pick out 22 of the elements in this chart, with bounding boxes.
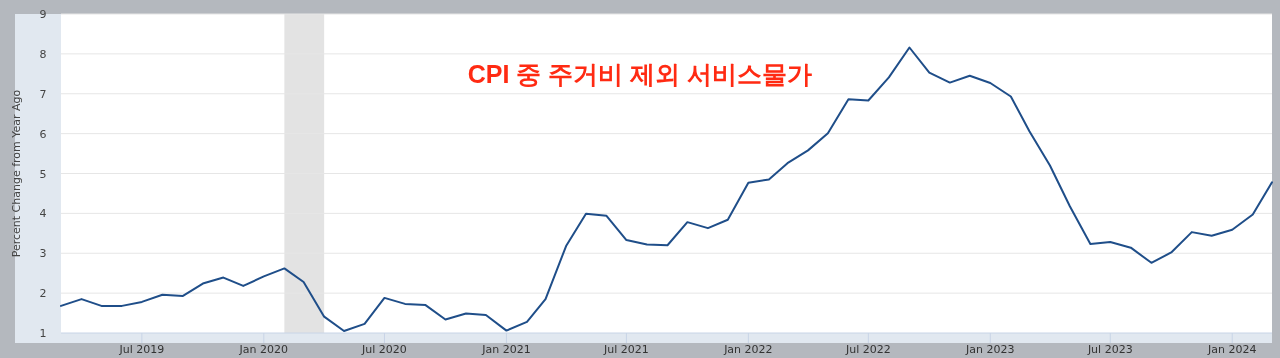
y-tick-label: 2: [39, 287, 47, 301]
x-tick-label: Jul 2020: [361, 343, 407, 356]
y-tick-label: 9: [39, 8, 47, 21]
y-tick-label: 8: [39, 47, 47, 61]
y-tick-label: 4: [39, 207, 47, 221]
line-series: [60, 46, 1273, 333]
y-tick-label: 3: [39, 247, 47, 261]
y-axis-title: Percent Change from Year Ago: [10, 89, 23, 258]
y-tick-label: 7: [39, 87, 47, 101]
text: CPI 중 주거비 제외 서비스물가: [467, 60, 813, 88]
x-tick-label: Jan 2024: [1207, 343, 1257, 356]
x-tick-label: Jul 2021: [603, 343, 649, 356]
x-tick-label: Jul 2023: [1086, 343, 1133, 356]
x-tick-label: Jul 2022: [844, 343, 891, 356]
x-tick-label: Jan 2021: [481, 343, 531, 356]
x-tick-label: Jan 2023: [965, 343, 1015, 356]
x-tick-label: Jan 2022: [723, 343, 773, 356]
y-tick-label: 1: [39, 327, 47, 340]
y-tick-label: 6: [39, 127, 47, 141]
x-tick-label: Jan 2020: [238, 343, 289, 356]
y-tick-label: 5: [39, 167, 47, 181]
x-tick-label: Jul 2019: [118, 343, 165, 356]
